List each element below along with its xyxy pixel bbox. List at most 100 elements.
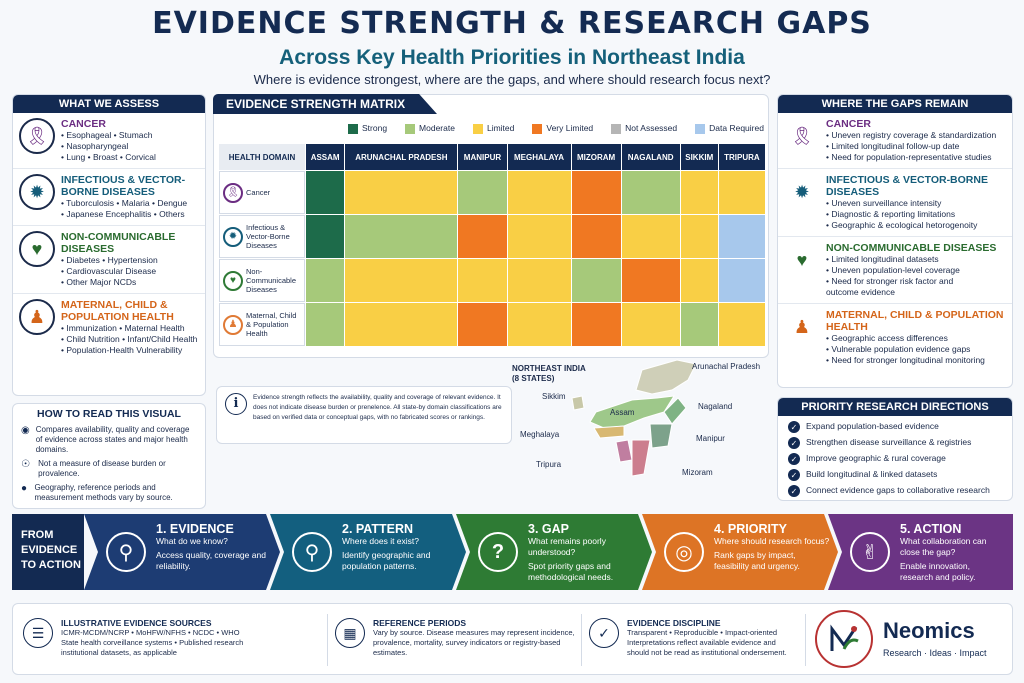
matrix-cell [458,259,507,302]
legend-item: Data Required [695,123,764,134]
flow-label-2: EVIDENCE [21,544,78,556]
virus-icon: ✹ [223,226,243,247]
priority-text: Build longitudinal & linked datasets [806,469,938,479]
check-icon: ✓ [788,437,800,449]
legend-swatch [405,123,416,134]
howto-panel: HOW TO READ THIS VISUAL ◉ Compares availa… [12,403,206,509]
discipline-title: EVIDENCE DISCIPLINE [627,618,721,628]
gap-bullet: • Geographic & ecological hetorogenoity [826,220,978,230]
assess-item: ♥ NON-COMMUNICABLE DISEASES • Diabetes •… [13,226,205,294]
flow-step-desc: Rank gaps by impact, feasibility and urg… [714,550,800,571]
assess-panel: WHAT WE ASSESS 🎗 CANCER • Esophageal • S… [12,94,206,396]
assess-item-line: • Lung • Broast • Corvical [61,152,156,162]
flow-label-3: TO ACTION [21,559,81,571]
matrix-cell [306,303,345,346]
neomics-logo-mark [830,624,859,651]
brand-tagline: Research · Ideas · Impact [883,648,987,658]
legend-swatch [472,123,483,134]
map-subtitle: (8 STATES) [512,374,555,383]
priority-item: ✓ Build longitudinal & linked datasets [788,467,1002,483]
legend-item: Not Assessed [611,123,677,134]
calendar-icon: ▦ [335,618,365,648]
check-icon: ✓ [788,421,800,433]
legend-item: Limited [472,123,515,134]
priority-text: Improve geographic & rural coverage [806,453,946,463]
sources-line-2: State health corveillance systems • Publ… [61,638,244,647]
matrix-cell [345,259,458,302]
legend-label: Strong [362,123,388,133]
northeast-map [571,359,697,477]
brand-name: Neomics [883,618,975,643]
gap-item-name: INFECTIOUS & VECTOR-BORNE DISEASES [826,174,988,198]
legend-swatch [348,123,358,134]
family-icon: ♟ [223,314,243,335]
matrix-cell [621,303,680,346]
family-icon: ♟ [784,309,820,345]
gap-bullet: • Uneven surveillance intensity [826,198,942,208]
priority-item: ✓ Improve geographic & rural coverage [788,451,1002,467]
gaps-list: 🎗 CANCER • Uneven registry coverage & stan… [778,113,1012,371]
flow-step: ? 3. GAP What remains poorly understood?… [456,514,652,590]
flow-step-question: What collaboration can close the gap? [900,536,987,557]
assess-item-line: • Nasopharyngeal [61,141,129,151]
virus-icon: ✹ [19,174,55,210]
matrix-cell [571,171,621,214]
check-icon: ✓ [788,485,800,497]
assess-item-line: • Cardiovascular Disease [61,266,157,276]
map-manipur [649,423,673,449]
matrix-title: EVIDENCE STRENGTH MATRIX [226,97,406,111]
legend-label: Moderate [419,123,455,133]
assess-item-line: • Immunization • Maternal Health [61,323,185,333]
map-label-nagaland: Nagaland [698,402,733,411]
map-title: NORTHEAST INDIA [512,364,586,373]
domain-label: Cancer [246,188,271,197]
matrix-cell [571,303,621,346]
flow-step-desc: Access quality, coverage and reliability… [156,550,266,571]
gap-bullet: • Uneven registry coverage & standardiza… [826,130,997,140]
heart-pulse-icon: ♥ [19,231,55,267]
gap-bullet: • Uneven population-level coverage [826,265,960,275]
map-tripura [615,439,633,463]
flow-step: ⚲ 1. EVIDENCE What do we know? Access qu… [84,514,280,590]
priority-item: ✓ Strengthen disease surveillance & regis… [788,435,1002,451]
legend-label: Limited [486,123,515,133]
priority-text: Expand population-based evidence [806,421,939,431]
map-arunachal [635,359,697,395]
map-label-manipur: Manipur [696,434,725,443]
footer-divider-2 [581,614,582,666]
state-header: MANIPUR [458,144,507,170]
map-label-tripura: Tripura [536,460,562,469]
gap-item: ♟ MATERNAL, CHILD & POPULATION HEALTH • Ge… [778,304,1012,371]
legend-label: Not Assessed [625,123,678,133]
domain-header: ✹ Infectious & Vector-Borne Diseases [219,215,305,258]
matrix-row: ✹ Infectious & Vector-Borne Diseases [219,215,765,258]
gap-bullet: • Need for stronger risk factor and [826,276,954,286]
state-header: NAGALAND [621,144,680,170]
matrix-table: HEALTH DOMAIN ASSAM ARUNACHAL PRADESH MANIP… [218,143,766,347]
gap-item-name: CANCER [826,118,871,130]
assess-title: WHAT WE ASSESS [13,95,205,113]
target-icon: ☉ [21,459,30,470]
page-subtitle: Across Key Health Priorities in Northeas… [279,46,745,69]
map-area: NORTHEAST INDIA (8 STATES) Arunachal Pra… [512,356,774,506]
map-nagaland [663,397,687,425]
neomics-logo [815,610,873,668]
check-icon: ✓ [788,453,800,465]
gap-bullet: outcome evidence [826,287,895,297]
howto-text: Compares availability, quality and cover… [35,425,190,454]
priority-panel: PRIORITY RESEARCH DIRECTIONS ✓ Expand pop… [777,397,1013,501]
footer-divider-3 [805,614,806,666]
state-header: ARUNACHAL PRADESH [345,144,458,170]
matrix-cell [571,215,621,258]
matrix-title-tab [213,94,437,114]
flow-step: ◎ 4. PRIORITY Where should research focu… [642,514,838,590]
flow-label-1: FROM [21,529,54,541]
howto-list: ◉ Compares availability, quality and cove… [13,423,205,505]
assess-item-line: • Other Major NCDs [61,277,137,287]
assess-item-line: • Population-Health Vulnerability [61,345,183,355]
matrix-cell [458,215,507,258]
ribbon-icon: 🎗 [223,182,243,203]
sources-line-3: institutional datasets, as applicable [61,648,177,657]
assess-item-line: • Tuborculosis • Malaria • Dengue [61,198,188,208]
periods-text: Vary by source. Disease measures may rep… [373,628,575,657]
